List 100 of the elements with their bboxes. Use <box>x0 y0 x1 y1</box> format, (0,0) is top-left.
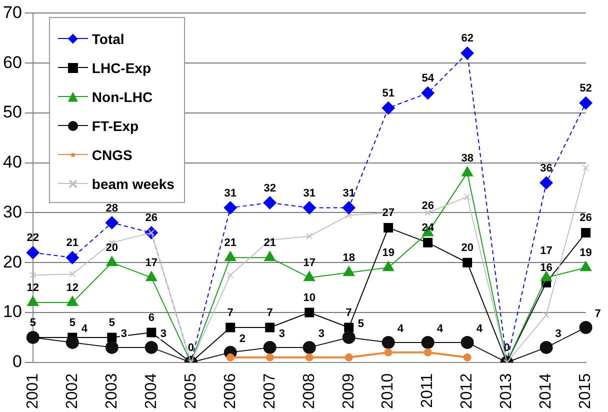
x-tick-label: 2013 <box>498 373 516 409</box>
point <box>264 251 276 262</box>
y-tick-label: 40 <box>2 152 22 172</box>
data-label: 5 <box>108 316 115 329</box>
point <box>344 353 353 362</box>
data-label: 10 <box>303 292 316 304</box>
point <box>226 322 236 332</box>
x-tick-label: 2012 <box>458 373 476 409</box>
data-label: 38 <box>461 152 474 164</box>
point <box>224 251 236 262</box>
point <box>302 201 316 214</box>
point <box>66 336 79 349</box>
point <box>540 176 553 190</box>
point <box>464 193 471 200</box>
point <box>382 101 395 114</box>
point <box>579 96 592 110</box>
point <box>580 261 592 272</box>
data-label: 7 <box>266 307 273 320</box>
point <box>342 330 356 344</box>
x-tick-label: 2010 <box>380 373 397 409</box>
legend-label: Total <box>92 30 124 47</box>
x-tick-label: 2011 <box>419 373 436 408</box>
x-tick-label: 2009 <box>340 373 358 409</box>
legend-label: beam weeks <box>92 176 174 192</box>
point <box>66 251 79 264</box>
data-label: 7 <box>227 307 234 320</box>
data-label: 16 <box>540 262 552 274</box>
point <box>542 312 550 318</box>
data-label: 17 <box>303 257 316 270</box>
y-tick-label: 70 <box>2 2 22 22</box>
data-label: 62 <box>461 32 474 45</box>
point <box>463 353 472 362</box>
y-tick-label: 30 <box>2 202 22 222</box>
point <box>106 256 118 266</box>
data-label: 5 <box>358 318 364 330</box>
point <box>540 340 553 354</box>
data-label: 52 <box>580 82 592 95</box>
x-tick-label: 2001 <box>24 373 42 409</box>
data-label: 21 <box>224 237 236 250</box>
point <box>540 271 552 282</box>
point <box>105 340 118 354</box>
point <box>146 271 158 282</box>
data-label: 36 <box>540 162 552 174</box>
point <box>582 164 590 172</box>
point <box>107 332 117 342</box>
data-label: 5 <box>69 316 76 329</box>
data-label: 2 <box>239 332 246 345</box>
data-label: 31 <box>224 187 236 200</box>
data-label: 51 <box>382 88 394 100</box>
data-label: 0 <box>504 342 510 354</box>
point <box>346 212 352 219</box>
point <box>342 201 356 214</box>
legend-label: LHC-Exp <box>92 60 152 76</box>
legend-label: Non-LHC <box>92 88 153 105</box>
point <box>224 201 237 214</box>
point <box>146 328 156 338</box>
point <box>382 336 395 349</box>
point <box>66 296 78 306</box>
x-tick-label: 2007 <box>261 373 278 409</box>
legend-label: FT-Exp <box>92 118 139 134</box>
data-label: 4 <box>81 322 88 335</box>
data-label: 4 <box>436 322 444 335</box>
y-tick-label: 60 <box>2 52 22 72</box>
data-label: 17 <box>540 245 552 258</box>
point <box>69 270 76 278</box>
point <box>302 340 316 354</box>
data-label: 32 <box>264 182 276 194</box>
point <box>384 348 392 356</box>
point <box>581 228 591 238</box>
point <box>460 46 474 60</box>
data-label: 54 <box>422 72 435 85</box>
x-tick-label: 2006 <box>222 373 239 409</box>
y-tick-label: 10 <box>2 302 22 322</box>
data-label: 0 <box>188 342 194 354</box>
data-label: 27 <box>382 207 394 220</box>
point <box>344 322 354 332</box>
x-tick-label: 2015 <box>577 373 594 409</box>
point <box>421 86 434 100</box>
data-label: 3 <box>120 328 128 340</box>
data-label: 12 <box>66 282 79 294</box>
data-label: 31 <box>342 187 355 200</box>
point <box>424 348 432 356</box>
x-tick-label: 2014 <box>538 373 555 409</box>
point <box>144 340 158 354</box>
point <box>26 246 40 260</box>
data-label: 19 <box>580 247 592 260</box>
data-label: 20 <box>106 242 118 254</box>
point <box>266 353 274 362</box>
data-label: 28 <box>106 202 118 214</box>
data-label: 4 <box>397 322 404 335</box>
point <box>226 353 234 362</box>
point <box>305 353 314 362</box>
data-label: 4 <box>476 322 484 335</box>
data-label: 6 <box>148 312 154 324</box>
data-label: 22 <box>26 232 40 244</box>
data-label: 3 <box>555 328 562 340</box>
x-tick-label: 2008 <box>300 373 318 409</box>
x-tick-label: 2003 <box>103 373 120 409</box>
point <box>421 336 434 349</box>
data-label: 3 <box>318 328 324 340</box>
